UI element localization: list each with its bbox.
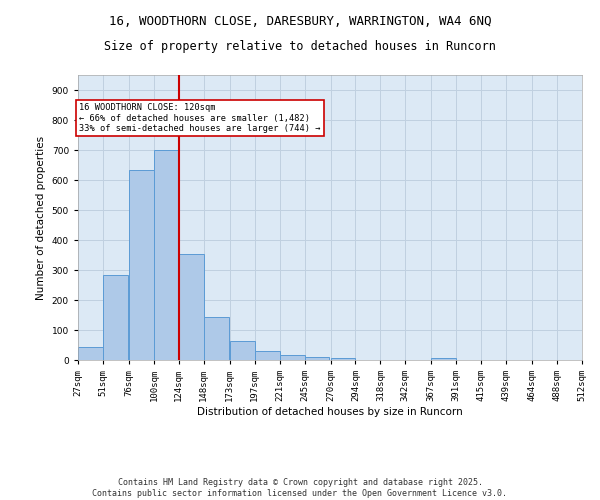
Text: Size of property relative to detached houses in Runcorn: Size of property relative to detached ho… — [104, 40, 496, 53]
Bar — [129, 170, 154, 360]
Bar — [78, 348, 103, 360]
Bar — [280, 355, 305, 360]
Bar — [179, 254, 204, 360]
Bar — [204, 316, 229, 360]
Bar — [254, 351, 280, 360]
Bar — [103, 275, 128, 360]
Text: 16, WOODTHORN CLOSE, DARESBURY, WARRINGTON, WA4 6NQ: 16, WOODTHORN CLOSE, DARESBURY, WARRINGT… — [109, 15, 491, 28]
Bar — [331, 358, 355, 360]
Text: Contains HM Land Registry data © Crown copyright and database right 2025.
Contai: Contains HM Land Registry data © Crown c… — [92, 478, 508, 498]
Bar — [154, 150, 179, 360]
Bar — [230, 341, 254, 360]
Bar — [431, 358, 456, 360]
Text: 16 WOODTHORN CLOSE: 120sqm
← 66% of detached houses are smaller (1,482)
33% of s: 16 WOODTHORN CLOSE: 120sqm ← 66% of deta… — [79, 104, 320, 134]
Y-axis label: Number of detached properties: Number of detached properties — [36, 136, 46, 300]
X-axis label: Distribution of detached houses by size in Runcorn: Distribution of detached houses by size … — [197, 407, 463, 417]
Bar — [305, 356, 329, 360]
